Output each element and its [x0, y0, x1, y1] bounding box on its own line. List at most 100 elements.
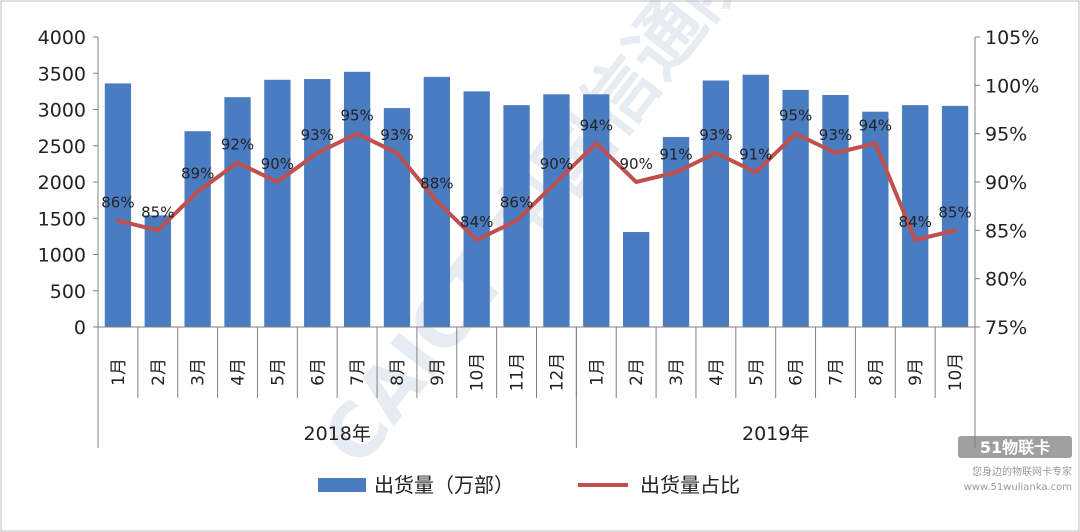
y-right-tick-label: 90%	[985, 172, 1027, 194]
ratio-line	[115, 131, 958, 242]
y-axis-left: 0 500 1000 1500 2000 2500 3000 3500 4000	[38, 27, 98, 339]
bar	[623, 232, 650, 327]
x-category-label: 5月	[747, 358, 767, 386]
y-left-tick-label: 3000	[38, 100, 86, 122]
x-category-label: 8月	[866, 358, 886, 386]
line-data-label: 90%	[540, 155, 573, 173]
x-category-label: 5月	[268, 358, 288, 386]
line-data-label: 95%	[340, 107, 373, 125]
y-left-tick-label: 1500	[38, 208, 86, 230]
line-data-labels: 86% 85% 89% 92% 90% 93% 95% 93% 88% 84% 86% 90% 94% 9…	[101, 107, 971, 231]
bar	[782, 89, 809, 327]
line-data-label: 93%	[699, 126, 732, 144]
x-category-label: 6月	[308, 358, 328, 386]
logo-subtitle: 您身边的物联网卡专家	[972, 465, 1072, 478]
y-left-tick-label: 3500	[38, 63, 86, 85]
y-left-tick-label: 4000	[38, 27, 86, 49]
bar	[264, 79, 291, 328]
x-category-label: 3月	[189, 358, 209, 386]
bar	[822, 95, 849, 327]
x-category-label: 7月	[348, 358, 368, 386]
line-data-label: 91%	[659, 145, 692, 163]
line-data-label: 90%	[619, 155, 652, 173]
x-group-label: 2019年	[742, 423, 809, 445]
x-category-label: 2月	[149, 358, 169, 386]
x-category-label: 1月	[109, 358, 129, 386]
x-category-label: 3月	[667, 358, 687, 386]
bar	[463, 91, 490, 327]
bar	[224, 97, 251, 327]
line-data-label: 84%	[460, 213, 493, 231]
y-right-tick-label: 95%	[985, 124, 1027, 146]
bar	[662, 137, 690, 327]
x-category-label: 12月	[547, 353, 567, 392]
bar	[184, 131, 211, 327]
line-data-label: 90%	[261, 155, 294, 173]
y-left-tick-label: 0	[74, 317, 86, 339]
logo-text: 51物联卡	[980, 438, 1050, 457]
x-category-label: 9月	[906, 358, 926, 386]
line-data-label: 94%	[859, 116, 892, 134]
x-category-label: 7月	[826, 358, 846, 386]
x-category-label: 10月	[468, 353, 488, 392]
bar	[543, 94, 570, 328]
logo-url: www.51wulianka.com	[964, 482, 1072, 493]
y-left-tick-label: 500	[50, 281, 86, 303]
bar	[503, 105, 530, 328]
bar	[941, 105, 969, 327]
y-right-tick-label: 75%	[985, 317, 1027, 339]
bar	[583, 94, 610, 328]
bar-series	[104, 71, 969, 328]
x-category-label: 2月	[627, 358, 647, 386]
line-data-label: 93%	[301, 126, 334, 144]
x-category-label: 1月	[587, 358, 607, 386]
legend-bar-label: 出货量（万部）	[374, 473, 514, 497]
x-category-label: 11月	[508, 353, 528, 392]
line-data-label: 84%	[899, 213, 932, 231]
bar	[383, 108, 411, 327]
y-right-tick-label: 100%	[985, 75, 1039, 97]
x-category-label: 8月	[388, 358, 408, 386]
y-right-tick-label: 85%	[985, 220, 1027, 242]
line-data-label: 85%	[141, 203, 174, 221]
logo-badge	[958, 436, 1072, 458]
y-axis-right: 75% 80% 85% 90% 95% 100% 105%	[975, 27, 1039, 339]
y-left-tick-label: 1000	[38, 245, 86, 267]
x-group-label: 2018年	[304, 423, 371, 445]
y-left-tick-label: 2000	[38, 172, 86, 194]
line-data-label: 89%	[181, 165, 214, 183]
legend-bar-swatch	[318, 478, 366, 492]
line-data-label: 88%	[420, 174, 453, 192]
x-category-label: 6月	[787, 358, 807, 386]
line-data-label: 86%	[101, 194, 134, 212]
line-data-label: 85%	[938, 203, 971, 221]
bar	[742, 74, 769, 327]
line-data-label: 86%	[500, 194, 533, 212]
bar	[343, 71, 371, 327]
bar	[144, 215, 171, 327]
line-series	[115, 131, 958, 242]
y-right-tick-label: 105%	[985, 27, 1039, 49]
x-category-label: 4月	[229, 358, 249, 386]
line-data-label: 95%	[779, 107, 812, 125]
bar	[104, 83, 132, 328]
bar	[702, 80, 730, 327]
y-right-tick-label: 80%	[985, 269, 1027, 291]
line-data-label: 91%	[739, 145, 772, 163]
legend: 出货量（万部） 出货量占比	[318, 473, 740, 497]
x-axis-groups: 2018年 2019年	[97, 327, 976, 448]
line-data-label: 92%	[221, 136, 254, 154]
legend-line-label: 出货量占比	[640, 473, 740, 497]
line-data-label: 93%	[380, 126, 413, 144]
x-category-label: 9月	[428, 358, 448, 386]
bar	[304, 79, 331, 327]
x-category-label: 4月	[707, 358, 727, 386]
line-data-label: 94%	[580, 116, 613, 134]
x-category-label: 10月	[946, 353, 966, 392]
line-data-label: 93%	[819, 126, 852, 144]
y-left-tick-label: 2500	[38, 136, 86, 158]
